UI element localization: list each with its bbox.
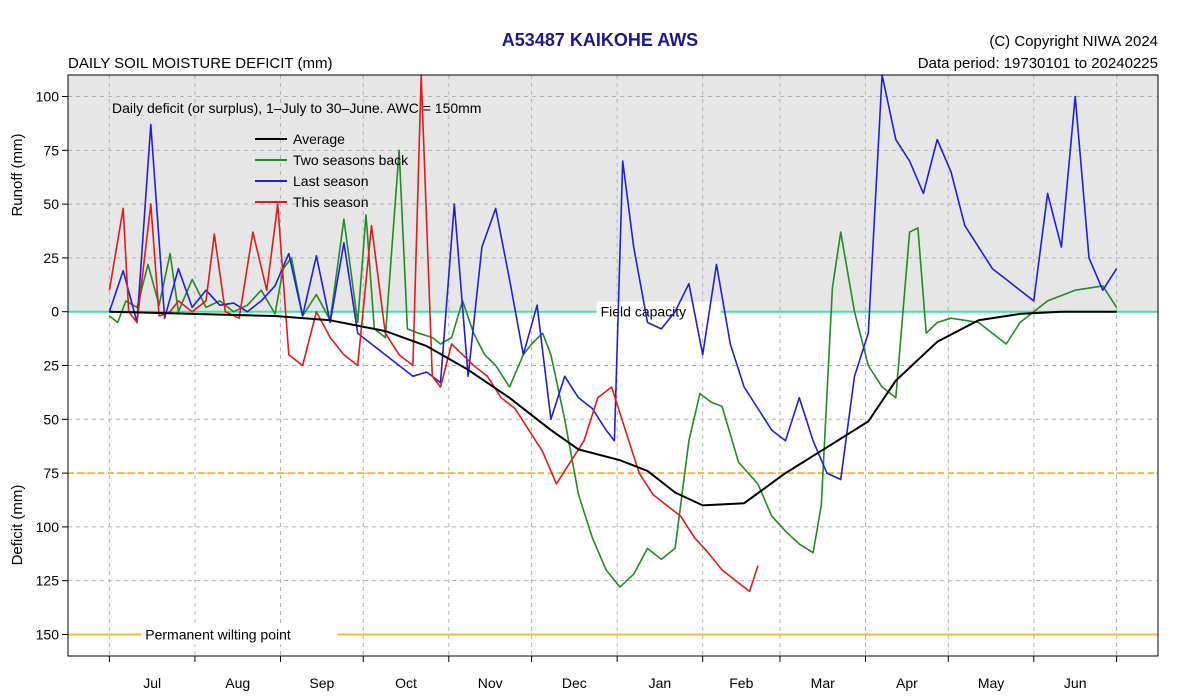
x-tick-label: Aug bbox=[225, 675, 250, 691]
x-tick-label: Dec bbox=[562, 675, 587, 691]
y-tick-label: 75 bbox=[43, 465, 59, 481]
legend-label: Two seasons back bbox=[293, 152, 409, 168]
series-line-two-seasons-back bbox=[108, 149, 1118, 588]
data-period-text: Data period: 19730101 to 20240225 bbox=[917, 55, 1158, 72]
y-tick-label: 100 bbox=[36, 519, 60, 535]
x-axis-ticks: Jul Aug Sep Oct Nov Dec Jan Feb Mar Apr May Jun bbox=[108, 656, 1118, 691]
x-tick-label: Feb bbox=[729, 675, 753, 691]
y-tick-label: 50 bbox=[43, 196, 59, 212]
x-tick-label: Oct bbox=[395, 675, 417, 691]
y-tick-label: 100 bbox=[36, 89, 60, 105]
series-line-last-season bbox=[108, 74, 1118, 481]
x-tick-label: Jul bbox=[143, 675, 161, 691]
chart-subtitle: Daily deficit (or surplus), 1–July to 30… bbox=[112, 100, 481, 116]
y-axis-ticks: 100 75 50 25 0 25 50 75 100 125 150 bbox=[36, 89, 68, 642]
y-tick-label: 150 bbox=[36, 626, 60, 642]
legend-label: Last season bbox=[293, 173, 369, 189]
reference-label-bg bbox=[596, 301, 721, 322]
x-tick-label: Nov bbox=[478, 675, 503, 691]
x-tick-label: Jun bbox=[1064, 675, 1087, 691]
y-tick-label: 25 bbox=[43, 250, 59, 266]
y-tick-label: 75 bbox=[43, 142, 59, 158]
legend-label: Average bbox=[293, 131, 345, 147]
reference-label-bg bbox=[141, 624, 338, 645]
y-upper-label: Runoff (mm) bbox=[9, 133, 26, 216]
y-lower-label: Deficit (mm) bbox=[9, 485, 26, 566]
x-tick-label: May bbox=[978, 675, 1004, 691]
legend: Average Two seasons back Last season This s… bbox=[255, 131, 409, 210]
y-tick-label: 0 bbox=[51, 304, 59, 320]
x-tick-label: Jan bbox=[649, 675, 672, 691]
y-tick-label: 125 bbox=[36, 573, 60, 589]
chart-title: A53487 KAIKOHE AWS bbox=[501, 30, 699, 50]
x-tick-label: Sep bbox=[309, 675, 334, 691]
legend-label: This season bbox=[293, 194, 368, 210]
series-line-average bbox=[109, 310, 1117, 507]
chart-heading: DAILY SOIL MOISTURE DEFICIT (mm) bbox=[68, 55, 333, 72]
y-tick-label: 25 bbox=[43, 358, 59, 374]
x-tick-label: Mar bbox=[811, 675, 835, 691]
copyright-text: (C) Copyright NIWA 2024 bbox=[989, 33, 1158, 50]
reference-label: Permanent wilting point bbox=[145, 626, 291, 642]
reference-label: Field capacity bbox=[601, 304, 687, 320]
x-tick-label: Apr bbox=[896, 675, 918, 691]
y-tick-label: 50 bbox=[43, 411, 59, 427]
reference-lines: Field capacity Permanent wilting point bbox=[68, 301, 1158, 645]
upper-panel-background bbox=[68, 75, 1158, 312]
